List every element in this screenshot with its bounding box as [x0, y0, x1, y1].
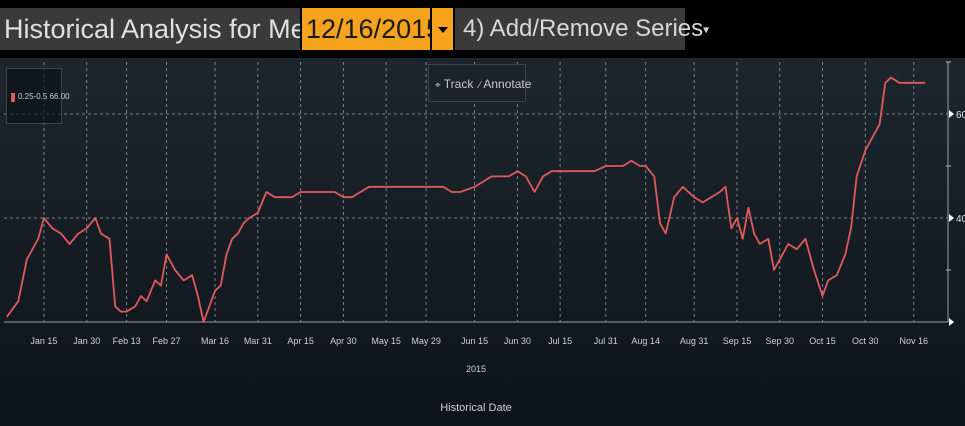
x-tick-label: Sep 30 [765, 336, 794, 346]
series-line [6, 76, 926, 323]
x-tick-label: Oct 15 [809, 336, 836, 346]
add-remove-series-button[interactable]: 4) Add/Remove Series▾ [455, 8, 709, 50]
x-tick-label: Nov 16 [900, 336, 929, 346]
x-tick-label: May 15 [371, 336, 401, 346]
x-tick-label: Jun 15 [461, 336, 488, 346]
x-tick-label: Jan 30 [73, 336, 100, 346]
y-tick-label: 60 [956, 110, 965, 121]
x-tick-label: Apr 15 [287, 336, 314, 346]
chart-toolbox: ⌖ Track ∕ Annotate [428, 64, 531, 102]
x-tick-label: May 29 [411, 336, 441, 346]
y-tick-marker [949, 110, 954, 118]
meeting-date-dropdown-button[interactable] [431, 8, 453, 50]
x-tick-label: Oct 30 [852, 336, 879, 346]
track-tool[interactable]: ⌖ Track [435, 77, 473, 91]
x-tick-label: Sep 15 [723, 336, 752, 346]
page-title: Historical Analysis for Meeting [0, 8, 300, 50]
chart-panel [0, 58, 965, 426]
pencil-icon: ∕ [479, 80, 481, 91]
crosshair-icon: ⌖ [435, 80, 441, 91]
add-remove-series-label: 4) Add/Remove Series [463, 15, 704, 42]
x-tick-label: Feb 13 [113, 336, 141, 346]
legend-swatch [11, 93, 15, 102]
y-tick-label: 40 [956, 214, 965, 225]
chevron-down-icon: ▾ [703, 22, 710, 37]
x-tick-label: Feb 27 [153, 336, 181, 346]
x-tick-label: Apr 30 [330, 336, 357, 346]
chart-legend[interactable]: 0.25-0.5 66.00 [6, 68, 70, 124]
x-year-label: 2015 [466, 364, 486, 374]
x-tick-label: Mar 31 [244, 336, 272, 346]
meeting-date-input[interactable]: 12/16/2015 [302, 8, 441, 50]
y-tick-marker [949, 214, 954, 222]
x-tick-label: Jul 31 [594, 336, 618, 346]
annotate-label: Annotate [483, 77, 532, 91]
annotate-tool[interactable]: ∕ Annotate [479, 77, 531, 91]
x-tick-label: Mar 16 [201, 336, 229, 346]
x-tick-label: Aug 31 [680, 336, 709, 346]
y-axis-end-marker [949, 318, 954, 326]
track-label: Track [443, 77, 474, 91]
toolbar: Historical Analysis for Meeting 12/16/20… [0, 0, 965, 56]
x-tick-label: Aug 14 [631, 336, 660, 346]
x-tick-label: Jun 30 [504, 336, 531, 346]
x-axis-title: Historical Date [440, 402, 512, 414]
x-tick-label: Jan 15 [30, 336, 57, 346]
legend-series-label: 0.25-0.5 66.00 [18, 92, 70, 101]
x-tick-label: Jul 15 [548, 336, 572, 346]
